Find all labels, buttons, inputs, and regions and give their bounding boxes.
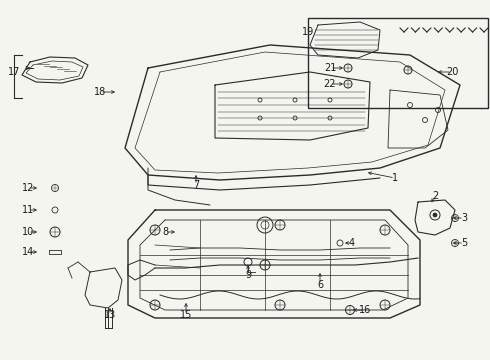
Bar — [308, 18, 488, 108]
Text: 21: 21 — [324, 63, 336, 73]
Text: 11: 11 — [22, 205, 34, 215]
Text: 6: 6 — [317, 280, 323, 290]
Text: 13: 13 — [104, 310, 116, 320]
Text: 2: 2 — [432, 191, 438, 201]
Text: 15: 15 — [180, 310, 192, 320]
Text: 10: 10 — [22, 227, 34, 237]
Text: 5: 5 — [461, 238, 467, 248]
Text: 12: 12 — [22, 183, 34, 193]
Text: 20: 20 — [446, 67, 458, 77]
Text: 16: 16 — [359, 305, 371, 315]
Text: 9: 9 — [245, 270, 251, 280]
Text: 7: 7 — [193, 180, 199, 190]
Text: 1: 1 — [392, 173, 398, 183]
Text: 17: 17 — [8, 67, 20, 77]
Text: 18: 18 — [94, 87, 106, 97]
Text: 19: 19 — [302, 27, 314, 37]
Text: 22: 22 — [324, 79, 336, 89]
Text: 3: 3 — [461, 213, 467, 223]
Text: 4: 4 — [349, 238, 355, 248]
Text: 14: 14 — [22, 247, 34, 257]
Text: 8: 8 — [162, 227, 168, 237]
Circle shape — [433, 213, 437, 217]
